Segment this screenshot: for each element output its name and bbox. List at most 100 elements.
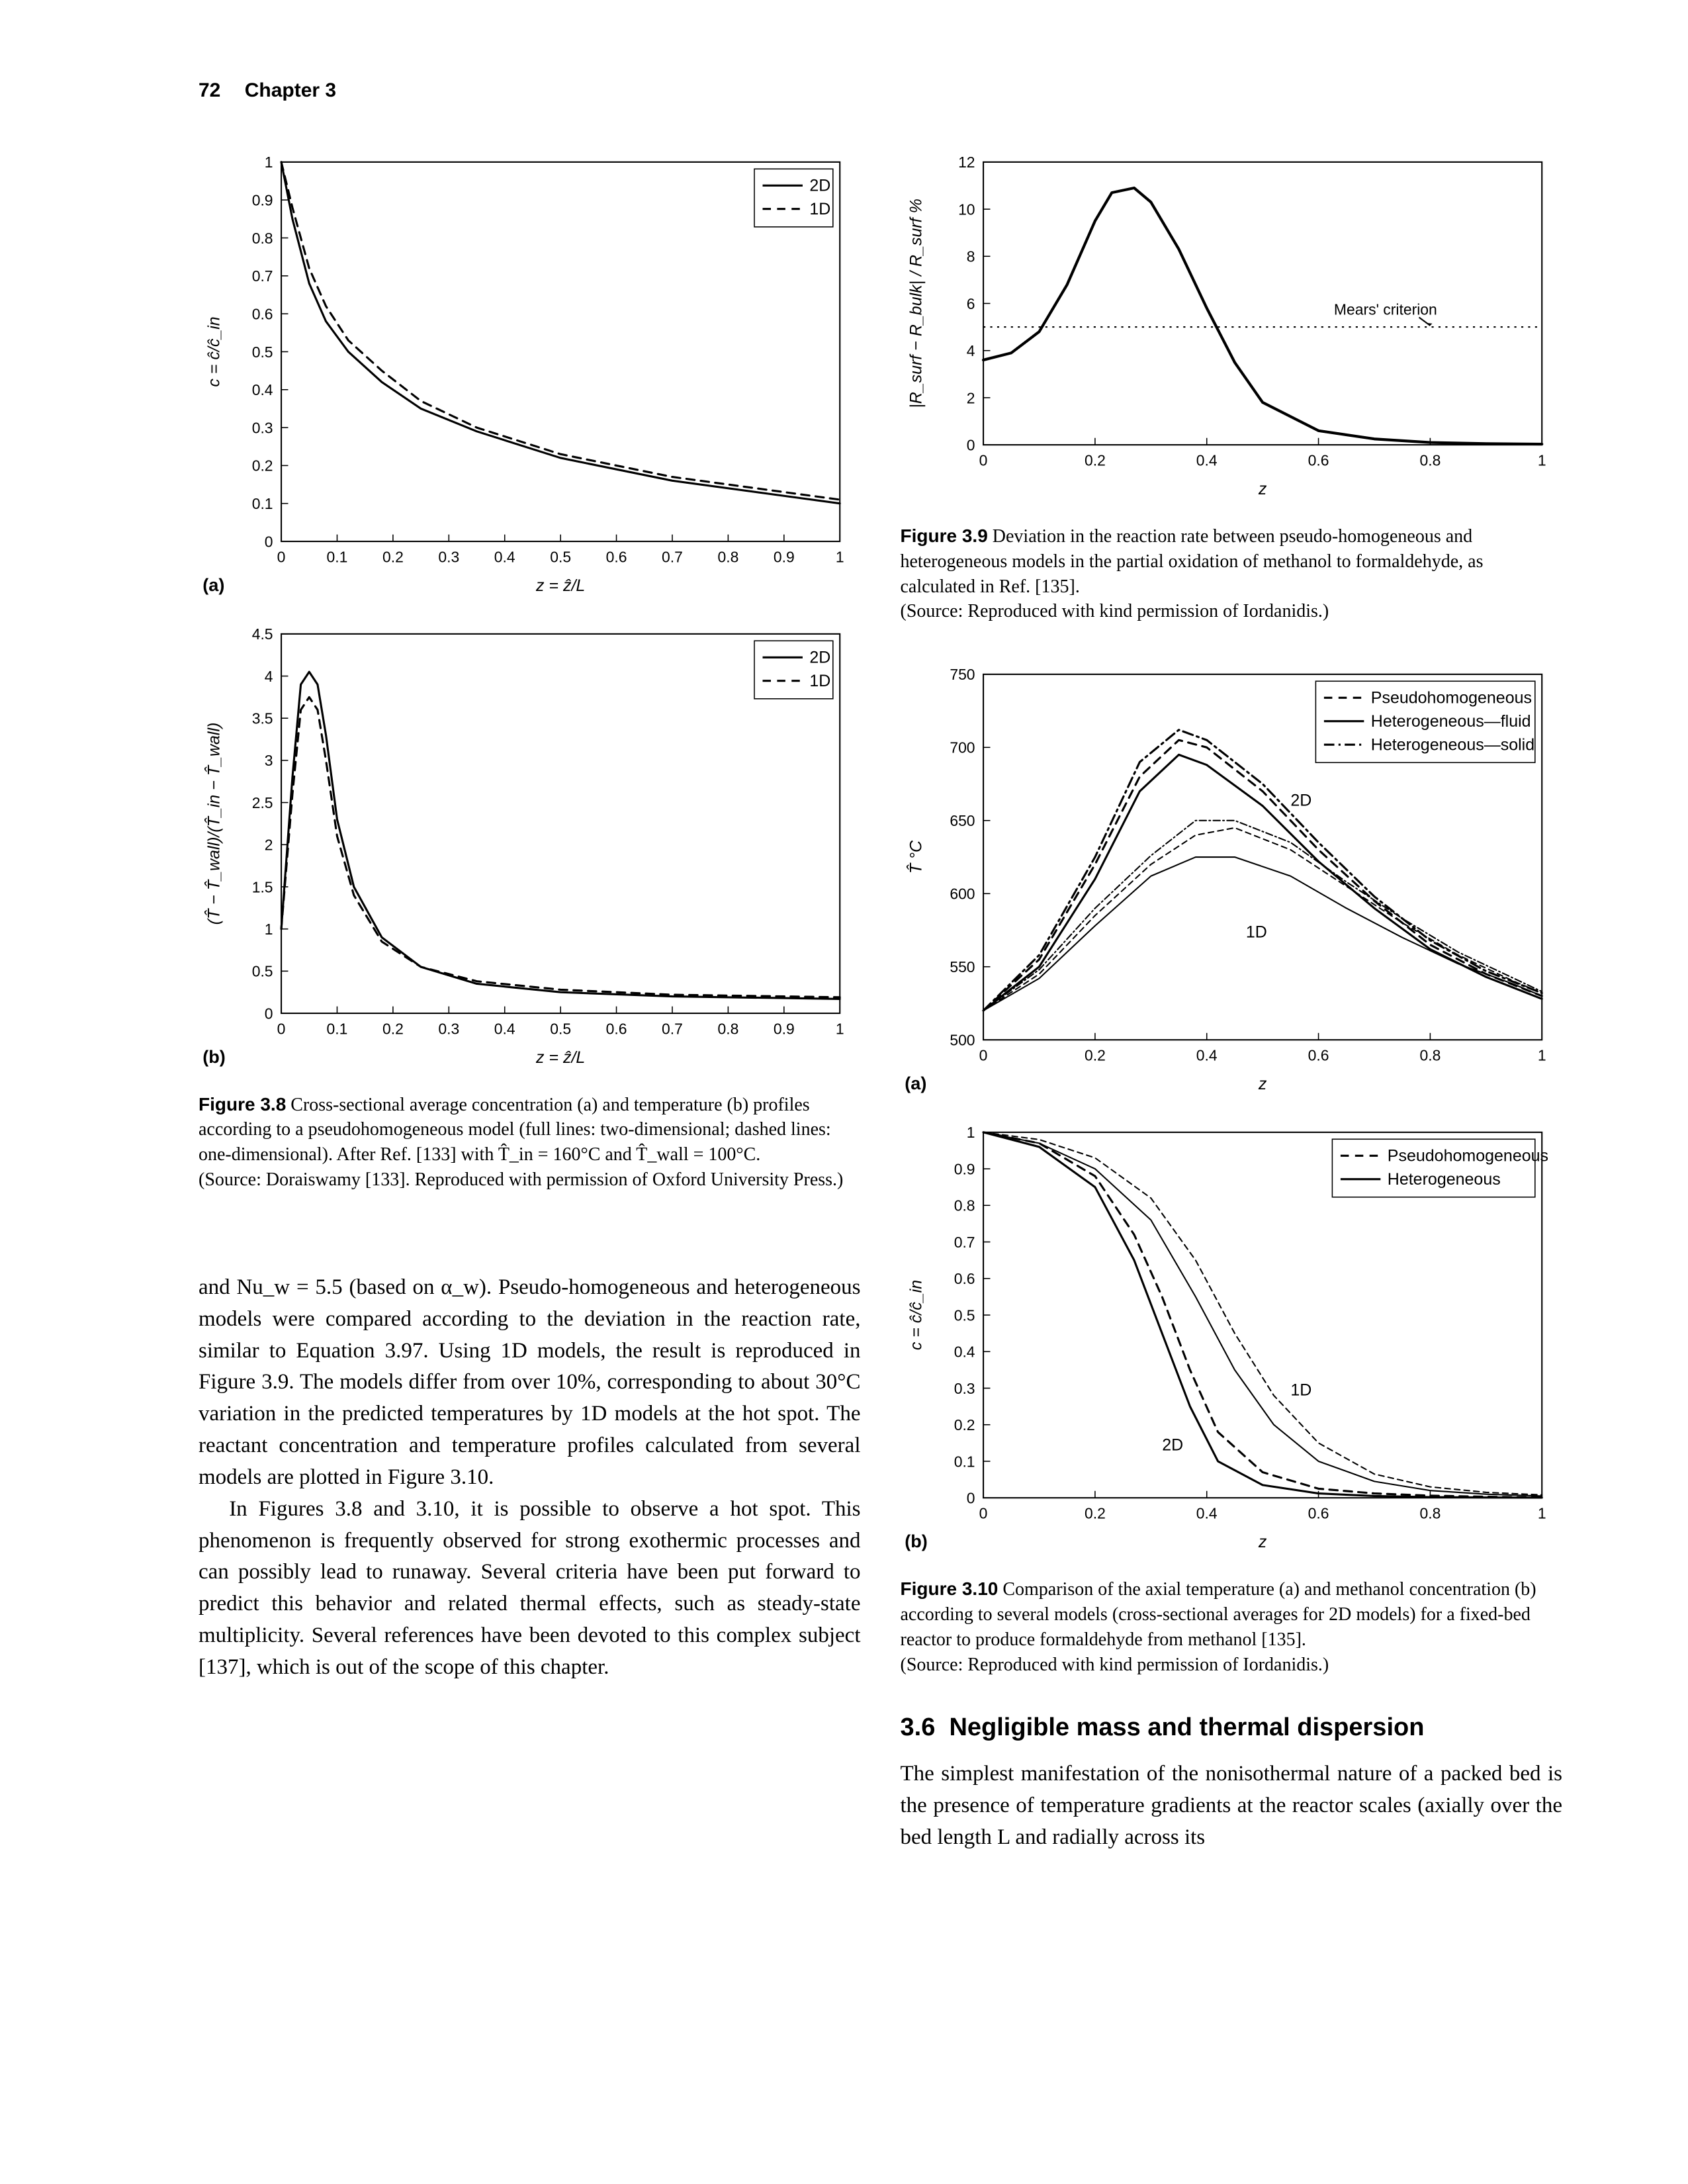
svg-text:1: 1 <box>836 1020 844 1037</box>
svg-text:650: 650 <box>950 812 975 829</box>
svg-text:0.6: 0.6 <box>1308 1047 1329 1064</box>
svg-text:0.3: 0.3 <box>252 419 273 436</box>
svg-text:1D: 1D <box>1245 923 1266 942</box>
svg-text:0.7: 0.7 <box>662 548 683 565</box>
svg-text:0.5: 0.5 <box>954 1306 975 1324</box>
svg-text:0.6: 0.6 <box>1308 451 1329 469</box>
fig-label: Figure 3.9 <box>901 525 988 546</box>
svg-text:c = ĉ/ĉ_in: c = ĉ/ĉ_in <box>204 316 223 387</box>
svg-text:1: 1 <box>836 548 844 565</box>
page: 72 Chapter 3 00.10.20.30.40.50.60.70.80.… <box>0 0 1688 2184</box>
svg-text:0.7: 0.7 <box>662 1020 683 1037</box>
svg-text:2.5: 2.5 <box>252 794 273 811</box>
svg-text:0.4: 0.4 <box>494 1020 515 1037</box>
two-column-layout: 00.10.20.30.40.50.60.70.80.9100.10.20.30… <box>199 148 1562 1854</box>
figure-3-10a: 00.20.40.60.81500550600650700750zT̂ °CPs… <box>901 660 1563 1102</box>
figure-3-8a: 00.10.20.30.40.50.60.70.80.9100.10.20.30… <box>199 148 861 604</box>
paragraph: and Nu_w = 5.5 (based on α_w). Pseudo-ho… <box>199 1272 861 1494</box>
svg-text:0.1: 0.1 <box>327 548 348 565</box>
svg-text:0.9: 0.9 <box>252 192 273 209</box>
svg-text:0.2: 0.2 <box>1084 1505 1105 1522</box>
svg-text:0.8: 0.8 <box>1419 1505 1441 1522</box>
svg-text:0.2: 0.2 <box>1084 1047 1105 1064</box>
right-column: 00.20.40.60.81024681012z|R_surf − R_bulk… <box>901 148 1563 1854</box>
svg-text:2D: 2D <box>1290 792 1311 810</box>
svg-text:0.8: 0.8 <box>717 548 738 565</box>
svg-text:0.2: 0.2 <box>1084 451 1105 469</box>
svg-text:T̂ °C: T̂ °C <box>906 840 925 874</box>
svg-text:4.5: 4.5 <box>252 625 273 643</box>
svg-text:2D: 2D <box>1162 1436 1183 1455</box>
svg-text:0.1: 0.1 <box>954 1453 975 1470</box>
svg-text:1.5: 1.5 <box>252 878 273 895</box>
page-number: 72 <box>199 79 220 101</box>
fig-source: (Source: Doraiswamy [133]. Reproduced wi… <box>199 1169 843 1190</box>
svg-text:750: 750 <box>950 666 975 683</box>
svg-text:0.6: 0.6 <box>1308 1505 1329 1522</box>
svg-text:(a): (a) <box>905 1073 926 1093</box>
svg-text:Pseudohomogeneous: Pseudohomogeneous <box>1387 1147 1548 1165</box>
svg-text:10: 10 <box>958 201 975 218</box>
svg-text:8: 8 <box>966 248 975 265</box>
svg-text:z = ẑ/L: z = ẑ/L <box>535 576 585 595</box>
svg-text:Heterogeneous—solid: Heterogeneous—solid <box>1370 736 1534 754</box>
svg-text:0: 0 <box>966 1490 975 1507</box>
section-title: Negligible mass and thermal dispersion <box>949 1713 1424 1741</box>
svg-text:0: 0 <box>277 1020 286 1037</box>
svg-text:0.4: 0.4 <box>1196 1047 1217 1064</box>
svg-text:z: z <box>1257 480 1266 498</box>
svg-text:2: 2 <box>966 389 975 406</box>
svg-text:0.2: 0.2 <box>382 548 404 565</box>
svg-text:z: z <box>1257 1533 1266 1551</box>
svg-text:0.3: 0.3 <box>954 1380 975 1397</box>
svg-text:z = ẑ/L: z = ẑ/L <box>535 1048 585 1067</box>
fig-caption-text: Cross-sectional average concentration (a… <box>199 1095 831 1165</box>
svg-text:2: 2 <box>265 836 273 853</box>
figure-3-8-caption: Figure 3.8 Cross-sectional average conce… <box>199 1092 861 1193</box>
body-text-left: and Nu_w = 5.5 (based on α_w). Pseudo-ho… <box>199 1272 861 1684</box>
svg-text:0.6: 0.6 <box>252 305 273 322</box>
svg-text:0.4: 0.4 <box>1196 451 1217 469</box>
svg-text:Mears' criterion: Mears' criterion <box>1333 300 1437 318</box>
svg-text:0.4: 0.4 <box>494 548 515 565</box>
svg-text:1D: 1D <box>809 200 830 218</box>
section-heading: 3.6 Negligible mass and thermal dispersi… <box>901 1713 1563 1742</box>
svg-text:700: 700 <box>950 739 975 756</box>
figure-3-8b: 00.10.20.30.40.50.60.70.80.9100.511.522.… <box>199 620 861 1075</box>
svg-text:|R_surf − R_bulk| / R_surf %: |R_surf − R_bulk| / R_surf % <box>907 199 925 408</box>
svg-text:(T̂ − T̂_wall)/(T̂_in − T̂_wal: (T̂ − T̂_wall)/(T̂_in − T̂_wall) <box>204 722 223 925</box>
svg-text:0.6: 0.6 <box>606 548 627 565</box>
svg-text:0: 0 <box>979 1505 987 1522</box>
svg-text:0.6: 0.6 <box>606 1020 627 1037</box>
body-text-right: The simplest manifestation of the noniso… <box>901 1758 1563 1854</box>
svg-text:Heterogeneous—fluid: Heterogeneous—fluid <box>1370 712 1531 731</box>
svg-text:0.4: 0.4 <box>954 1343 975 1361</box>
svg-text:0.9: 0.9 <box>954 1161 975 1178</box>
svg-text:600: 600 <box>950 886 975 903</box>
svg-text:0: 0 <box>966 436 975 453</box>
svg-text:0: 0 <box>265 1005 273 1022</box>
svg-text:12: 12 <box>958 154 975 171</box>
svg-text:1: 1 <box>265 154 273 171</box>
svg-text:0.8: 0.8 <box>1419 1047 1441 1064</box>
svg-text:c = ĉ/ĉ_in: c = ĉ/ĉ_in <box>907 1280 925 1350</box>
svg-text:1: 1 <box>265 921 273 938</box>
svg-text:0.8: 0.8 <box>954 1197 975 1214</box>
paragraph: The simplest manifestation of the noniso… <box>901 1758 1563 1854</box>
svg-text:3.5: 3.5 <box>252 709 273 727</box>
svg-text:Pseudohomogeneous: Pseudohomogeneous <box>1370 689 1531 707</box>
svg-text:0.1: 0.1 <box>327 1020 348 1037</box>
figure-3-9-caption: Figure 3.9 Deviation in the reaction rat… <box>901 523 1563 624</box>
svg-text:500: 500 <box>950 1032 975 1049</box>
svg-text:4: 4 <box>966 342 975 359</box>
svg-text:(a): (a) <box>202 574 224 595</box>
svg-text:2D: 2D <box>809 648 830 666</box>
fig-source: (Source: Reproduced with kind permission… <box>901 601 1329 621</box>
svg-text:4: 4 <box>265 668 273 685</box>
fig-caption-text: Deviation in the reaction rate between p… <box>901 526 1484 597</box>
svg-text:Heterogeneous: Heterogeneous <box>1387 1170 1500 1189</box>
fig-source: (Source: Reproduced with kind permission… <box>901 1655 1329 1675</box>
svg-text:1: 1 <box>1537 1505 1546 1522</box>
svg-text:0: 0 <box>979 1047 987 1064</box>
svg-text:1D: 1D <box>809 672 830 690</box>
